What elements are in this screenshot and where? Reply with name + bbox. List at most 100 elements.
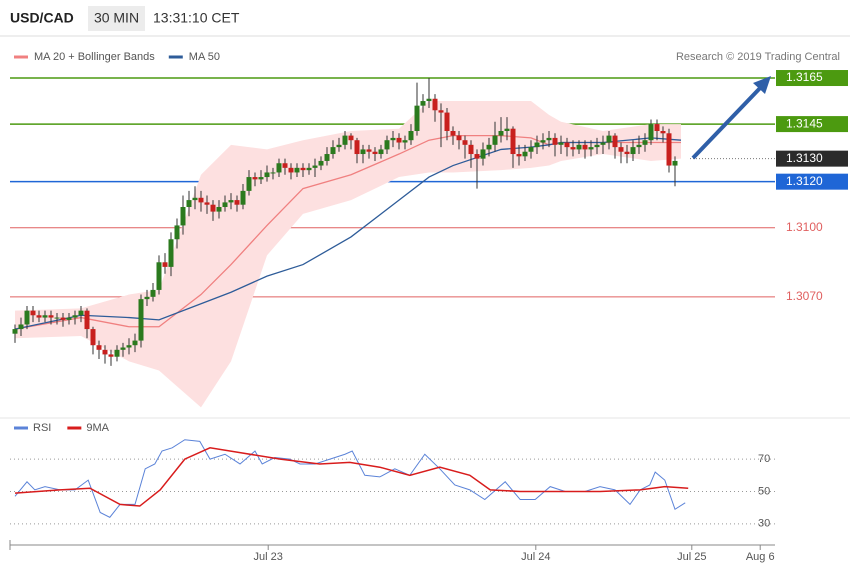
candle-body (450, 130, 456, 136)
candle-body (540, 140, 546, 143)
candle-body (606, 135, 612, 143)
candle-body (180, 207, 186, 226)
candle-body (246, 177, 252, 191)
candle-body (504, 128, 510, 131)
rsi-tick-label: 30 (758, 518, 770, 530)
candle-body (72, 315, 78, 318)
candle-body (216, 207, 222, 212)
candle-body (270, 172, 276, 174)
candle-body (564, 142, 570, 148)
candle-body (486, 144, 492, 150)
candle-body (120, 347, 126, 350)
x-tick-label: Aug 6 (746, 551, 775, 563)
bollinger-band (15, 101, 681, 408)
candle-body (414, 105, 420, 131)
level-box (776, 173, 848, 190)
candle-body (552, 137, 558, 145)
candle-body (582, 144, 588, 150)
rsi-line (14, 439, 686, 518)
candle-body (588, 147, 594, 150)
candle-body (426, 98, 432, 102)
price-plot: MA 20 + Bollinger Bands MA 50 1.3165 1.3145… (10, 51, 848, 408)
candle-body (306, 167, 312, 171)
candle-body (516, 154, 522, 157)
interval-box (88, 6, 145, 31)
candle-body (96, 345, 102, 350)
candle-body (294, 167, 300, 173)
candle-body (558, 142, 564, 145)
candle-body (198, 197, 204, 203)
rsi-tick-label: 50 (758, 485, 770, 497)
candle-body (456, 135, 462, 141)
candle-body (510, 128, 516, 155)
candle-body (528, 147, 534, 152)
candle-body (390, 137, 396, 141)
candle-body (222, 202, 228, 208)
candle-body (330, 147, 336, 155)
candle-body (132, 340, 138, 346)
candle-body (54, 317, 60, 319)
candle-body (18, 324, 24, 330)
rsi-plot: Jul 23 Jul 24 Jul 25 Aug 6 70 50 30 RSI 9MA (9, 422, 775, 563)
candle-body (480, 149, 486, 159)
candle-body (102, 349, 108, 355)
candle-body (570, 147, 576, 150)
level-label: 1.3120 (786, 174, 823, 188)
candle-body (108, 354, 114, 357)
legend-label: 9MA (86, 422, 109, 434)
candle-body (228, 200, 234, 203)
candle-body (264, 172, 270, 178)
candle-body (24, 310, 30, 325)
candle-body (36, 315, 42, 318)
candle-body (318, 160, 324, 166)
level-label: 1.3145 (786, 116, 823, 130)
time: 13:31:10 CET (153, 10, 240, 26)
level-box (776, 116, 848, 133)
candle-body (378, 149, 384, 155)
level-label: 1.3165 (786, 70, 823, 84)
candle-body (402, 140, 408, 143)
candle-body (360, 149, 366, 155)
candle-body (210, 204, 216, 212)
candle-body (372, 151, 378, 155)
candle-body (60, 317, 66, 320)
candle-body (384, 140, 390, 150)
rsi-tick-label: 70 (758, 453, 770, 465)
candle-body (408, 130, 414, 141)
candle-body (642, 140, 648, 145)
candle-body (366, 149, 372, 152)
candle-body (624, 151, 630, 155)
interval: 30 MIN (94, 10, 139, 26)
level-label: 1.3070 (786, 289, 823, 303)
candle-body (240, 190, 246, 205)
candle-body (612, 135, 618, 148)
x-tick-label: Jul 23 (254, 551, 283, 563)
candle-body (432, 98, 438, 111)
legend-label: MA 50 (189, 51, 220, 63)
candle-body (444, 112, 450, 131)
candle-body (156, 262, 162, 290)
candle-body (144, 296, 150, 300)
credit: Research © 2019 Trading Central (676, 51, 840, 63)
candle-body (630, 147, 636, 155)
candle-body (276, 163, 282, 173)
candle-body (660, 130, 666, 134)
candle-body (84, 310, 90, 330)
level-box (776, 150, 848, 167)
level-label: 1.3100 (786, 220, 823, 234)
candle-body (342, 135, 348, 145)
candle-body (354, 140, 360, 155)
candle-body (48, 315, 54, 318)
candle-body (576, 144, 582, 150)
candle-body (150, 289, 156, 297)
candle-body (30, 310, 36, 316)
candle-body (66, 317, 72, 320)
candle-body (162, 262, 168, 267)
candle-body (546, 137, 552, 141)
level-box (776, 70, 848, 87)
candle-body (42, 315, 48, 318)
candle-body (234, 200, 240, 205)
forecast-arrow (691, 84, 764, 160)
candle-body (126, 345, 132, 348)
candle-body (300, 167, 306, 171)
